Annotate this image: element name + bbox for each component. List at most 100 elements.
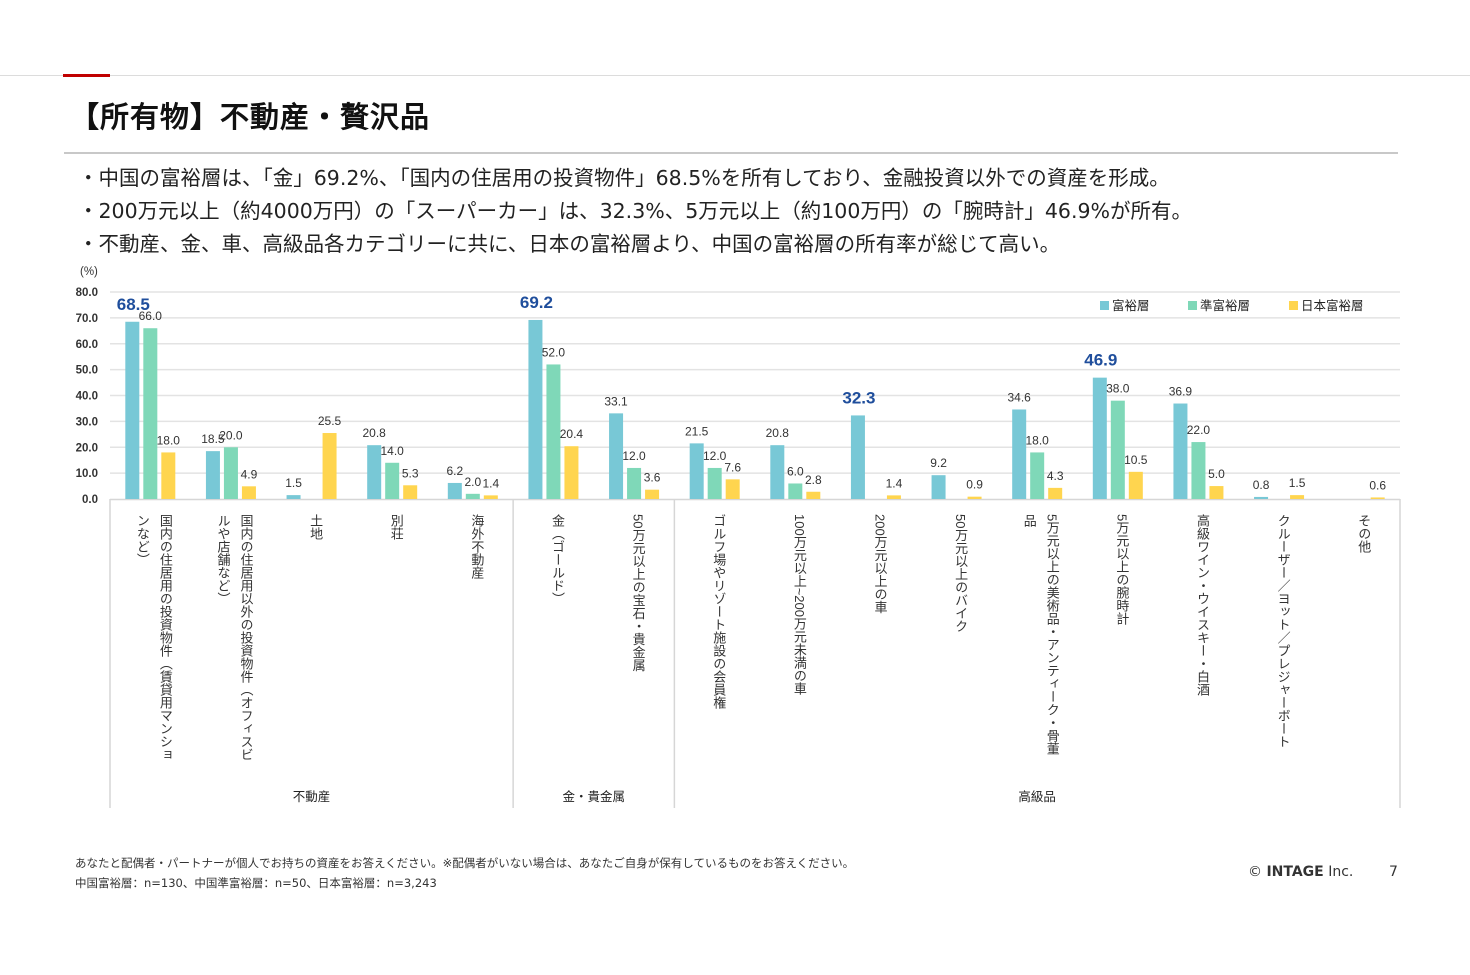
data-label: 3.6	[644, 471, 661, 485]
data-label: 9.2	[930, 456, 947, 470]
data-label: 25.5	[318, 414, 342, 428]
bar-富裕層	[850, 415, 865, 499]
category-label: その他	[1356, 514, 1371, 554]
bar-日本富裕層	[1048, 487, 1063, 499]
bar-日本富裕層	[806, 491, 821, 499]
category-label: 50万元以上のバイク	[953, 514, 968, 633]
bar-富裕層	[1254, 496, 1269, 499]
bar-準富裕層	[627, 467, 642, 499]
bar-日本富裕層	[564, 446, 579, 499]
category-label: クルーザー／ヨット／プレジャーボート	[1276, 514, 1291, 748]
data-label: 20.8	[363, 426, 387, 440]
copyright-icon: ©	[1248, 864, 1262, 880]
bar-準富裕層	[1030, 452, 1045, 499]
data-label: 4.9	[241, 467, 258, 481]
y-tick-label: 60.0	[76, 339, 98, 351]
slide-title: 【所有物】不動産・贅沢品	[70, 100, 431, 134]
data-label: 12.0	[703, 449, 727, 463]
data-label: 7.6	[724, 460, 741, 474]
highlighted-data-label: 69.2	[520, 293, 553, 312]
bar-日本富裕層	[967, 496, 982, 499]
legend-label: 準富裕層	[1200, 298, 1250, 313]
group-label: 金・貴金属	[562, 789, 625, 804]
company-name: INTAGE	[1266, 864, 1324, 880]
data-label: 0.6	[1369, 478, 1386, 492]
company-suffix: Inc.	[1328, 864, 1354, 880]
bar-日本富裕層	[322, 433, 337, 499]
category-label: 5万元以上の美術品・アンティーク・骨董	[1045, 514, 1060, 756]
data-label: 34.6	[1008, 390, 1032, 404]
y-tick-label: 20.0	[76, 442, 98, 454]
bar-準富裕層	[1110, 400, 1125, 499]
category-label: 金（ゴールド）	[550, 513, 565, 605]
copyright: © INTAGE Inc.	[1248, 864, 1353, 880]
category-label: ルや店舗など）	[215, 514, 230, 605]
data-label: 66.0	[139, 309, 163, 323]
bar-富裕層	[125, 321, 140, 499]
bar-富裕層	[1012, 409, 1027, 499]
y-tick-label: 50.0	[76, 365, 98, 377]
category-label: 別荘	[389, 514, 404, 540]
bar-日本富裕層	[1370, 497, 1385, 499]
bar-日本富裕層	[1209, 486, 1224, 499]
data-label: 20.8	[766, 426, 790, 440]
highlighted-data-label: 32.3	[842, 388, 875, 407]
y-tick-label: 10.0	[76, 468, 98, 480]
data-label: 18.5	[201, 432, 225, 446]
data-label: 1.5	[285, 476, 302, 490]
bar-日本富裕層	[161, 452, 176, 499]
data-label: 21.5	[685, 424, 709, 438]
data-label: 36.9	[1169, 385, 1193, 399]
group-label: 高級品	[1018, 789, 1056, 804]
bar-準富裕層	[465, 493, 480, 499]
bar-日本富裕層	[1290, 495, 1305, 499]
data-label: 12.0	[622, 449, 646, 463]
highlighted-data-label: 46.9	[1084, 351, 1117, 370]
bar-富裕層	[1092, 377, 1107, 499]
data-label: 18.0	[1026, 433, 1050, 447]
highlighted-data-label: 68.5	[117, 295, 150, 314]
legend-label: 富裕層	[1112, 298, 1150, 313]
data-label: 18.0	[157, 433, 181, 447]
footnote-sample-size: 中国富裕層：n=130、中国準富裕層：n=50、日本富裕層：n=3,243	[75, 876, 437, 890]
data-label: 38.0	[1106, 382, 1130, 396]
bullet-1: ・中国の富裕層は、「金」69.2%、「国内の住居用の投資物件」68.5%を所有し…	[78, 166, 1170, 190]
category-label: 50万元以上の宝石・貴金属	[631, 514, 646, 673]
category-label: 土地	[308, 514, 323, 540]
y-tick-label: 80.0	[76, 287, 98, 299]
bar-富裕層	[447, 482, 462, 499]
bar-準富裕層	[1191, 442, 1206, 499]
data-label: 14.0	[381, 444, 405, 458]
category-label: 高級ワイン・ウイスキー・白酒	[1195, 513, 1210, 696]
bar-富裕層	[770, 445, 785, 499]
page-number: 7	[1389, 864, 1398, 880]
data-label: 52.0	[542, 345, 566, 359]
bar-日本富裕層	[645, 489, 660, 499]
data-label: 1.5	[1289, 476, 1306, 490]
data-label: 2.8	[805, 473, 822, 487]
y-tick-label: 70.0	[76, 313, 98, 325]
footnote-question: あなたと配偶者・パートナーが個人でお持ちの資産をお答えください。※配偶者がいない…	[75, 856, 855, 870]
group-label: 不動産	[293, 789, 331, 804]
bar-準富裕層	[143, 328, 158, 499]
data-label: 20.4	[560, 427, 584, 441]
top-divider	[0, 75, 1470, 76]
data-label: 2.0	[464, 475, 481, 489]
data-label: 22.0	[1187, 423, 1211, 437]
bullet-3: ・不動産、金、車、高級品各カテゴリーに共に、日本の富裕層より、中国の富裕層の所有…	[78, 232, 1061, 256]
red-accent-bar	[63, 74, 110, 77]
data-label: 1.4	[886, 476, 903, 490]
bar-日本富裕層	[403, 485, 418, 499]
category-label: 国内の住居用の投資物件（賃貸用マンショ	[158, 514, 173, 761]
category-label: 国内の住居用以外の投資物件（オフィスビ	[238, 514, 253, 761]
title-divider	[64, 152, 1398, 154]
category-label: 5万元以上の腕時計	[1114, 514, 1129, 626]
bar-日本富裕層	[886, 495, 901, 499]
category-label: 200万元以上の車	[872, 514, 887, 614]
y-tick-label: 30.0	[76, 416, 98, 428]
category-label: 海外不動産	[469, 514, 484, 580]
legend-swatch-日本富裕層	[1289, 301, 1298, 310]
bar-準富裕層	[223, 447, 238, 499]
legend-label: 日本富裕層	[1301, 298, 1364, 313]
